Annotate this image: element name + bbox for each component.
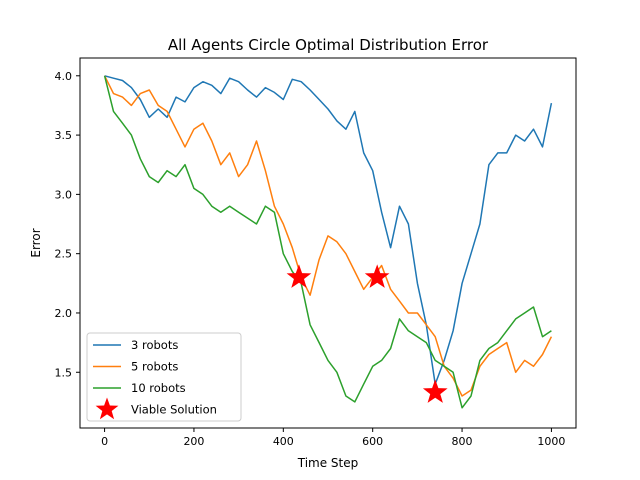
y-tick-label: 3.5 (55, 129, 73, 142)
legend-label: Viable Solution (131, 403, 217, 417)
y-tick-label: 2.0 (55, 307, 73, 320)
y-tick-label: 1.5 (55, 366, 73, 379)
x-tick-label: 800 (452, 435, 473, 448)
legend: 3 robots 5 robots 10 robots Viable Solution (86, 332, 242, 422)
axis-ticks: 0 200 400 600 800 1000 1.5 2.0 2.5 3.0 3.5 4.0 (55, 70, 566, 448)
x-tick-label: 200 (183, 435, 204, 448)
x-tick-label: 600 (362, 435, 383, 448)
legend-label: 10 robots (131, 381, 186, 395)
y-axis-label: Error (29, 228, 43, 257)
viable-solution-marker (422, 379, 448, 403)
series-line-1 (104, 75, 553, 385)
series-line-3 (103, 75, 552, 409)
legend-label: 5 robots (131, 360, 178, 374)
viable-solution-marker (286, 264, 312, 288)
x-tick-label: 0 (101, 435, 108, 448)
y-tick-label: 3.0 (55, 188, 73, 201)
x-axis-label: Time Step (297, 456, 359, 470)
y-tick-label: 2.5 (55, 248, 73, 261)
legend-label: 3 robots (131, 338, 178, 352)
chart-title: All Agents Circle Optimal Distribution E… (168, 36, 489, 54)
y-tick-label: 4.0 (55, 70, 73, 83)
viable-solution-marker (364, 264, 390, 288)
axes-frame (79, 57, 577, 429)
x-tick-label: 1000 (537, 435, 565, 448)
legend-star-icon (95, 397, 119, 420)
legend-box (86, 332, 242, 422)
x-tick-label: 400 (273, 435, 294, 448)
plot-area (103, 75, 553, 409)
